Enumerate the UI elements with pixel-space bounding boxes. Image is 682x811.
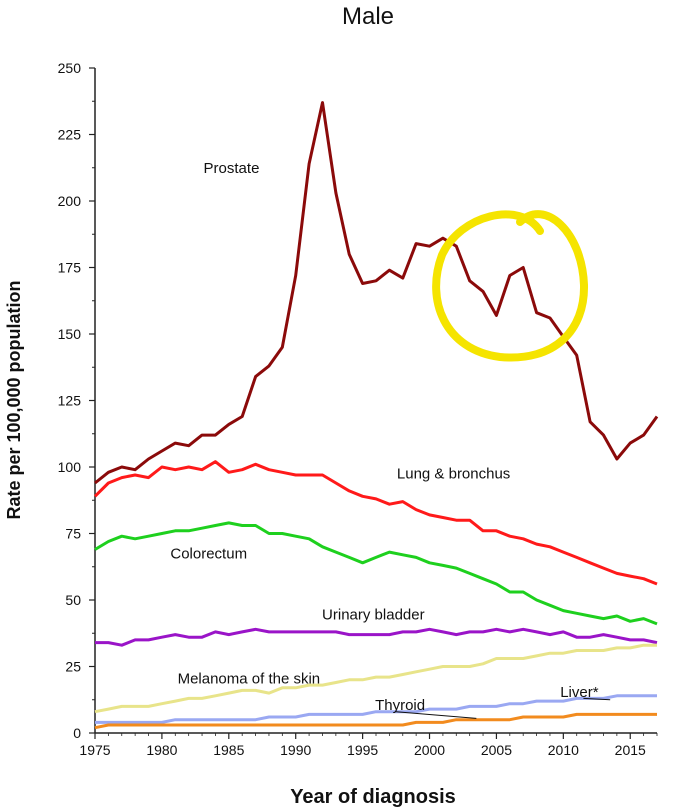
series-line-liver bbox=[95, 694, 657, 724]
series-labels: Prostate Lung & bronchus Colorectum Urinary… bbox=[170, 160, 611, 719]
x-tick-label: 2005 bbox=[481, 742, 512, 758]
y-tick-label: 25 bbox=[65, 659, 81, 675]
series-label-liver: Liver* bbox=[560, 684, 599, 701]
x-tick-label: 1990 bbox=[280, 742, 311, 758]
series-line-urinary-bladder bbox=[95, 627, 658, 647]
y-tick-label: 200 bbox=[58, 193, 82, 209]
series-line-thyroid bbox=[94, 712, 657, 730]
x-tick-label: 1980 bbox=[146, 742, 177, 758]
x-tick-label: 2000 bbox=[414, 742, 445, 758]
highlight-circle-stroke bbox=[432, 210, 589, 362]
y-tick-label: 250 bbox=[58, 60, 82, 76]
x-tick-label: 1995 bbox=[347, 742, 378, 758]
y-tick-label: 0 bbox=[73, 725, 81, 741]
series-line-colorectum bbox=[94, 521, 658, 626]
y-tick-label: 50 bbox=[65, 592, 81, 608]
axes: 0 25 50 75 100 125 150 175 200 225 250 1975 1980 1985… bbox=[58, 60, 658, 758]
series-line-lung-bronchus bbox=[93, 460, 658, 586]
y-tick-label: 100 bbox=[58, 459, 82, 475]
x-tick-label: 1985 bbox=[213, 742, 244, 758]
y-tick-label: 225 bbox=[58, 127, 82, 143]
x-tick-label: 2010 bbox=[548, 742, 579, 758]
x-axis-label: Year of diagnosis bbox=[290, 786, 456, 808]
x-tick-label: 1975 bbox=[79, 742, 110, 758]
liver-leader-line bbox=[583, 697, 611, 701]
series-label-lung-bronchus: Lung & bronchus bbox=[397, 466, 510, 483]
x-tick-label: 2015 bbox=[615, 742, 646, 758]
series-label-thyroid: Thyroid bbox=[375, 697, 425, 714]
y-axis-label: Rate per 100,000 population bbox=[4, 280, 24, 519]
series-label-colorectum: Colorectum bbox=[170, 545, 247, 562]
y-tick-label: 75 bbox=[65, 526, 81, 542]
highlight-circle bbox=[432, 210, 589, 362]
series-label-melanoma-of-the-skin: Melanoma of the skin bbox=[178, 670, 321, 687]
thyroid-leader-line bbox=[396, 711, 477, 719]
y-tick-label: 150 bbox=[58, 326, 82, 342]
y-tick-label: 175 bbox=[58, 260, 82, 276]
series-label-prostate: Prostate bbox=[204, 160, 260, 177]
y-tick-label: 125 bbox=[58, 393, 82, 409]
series-line-prostate bbox=[94, 101, 659, 485]
series-label-urinary-bladder: Urinary bladder bbox=[322, 607, 425, 624]
chart-title: Male bbox=[342, 3, 394, 30]
series-lines bbox=[93, 101, 659, 730]
series-line-melanoma-of-the-skin bbox=[94, 643, 657, 714]
